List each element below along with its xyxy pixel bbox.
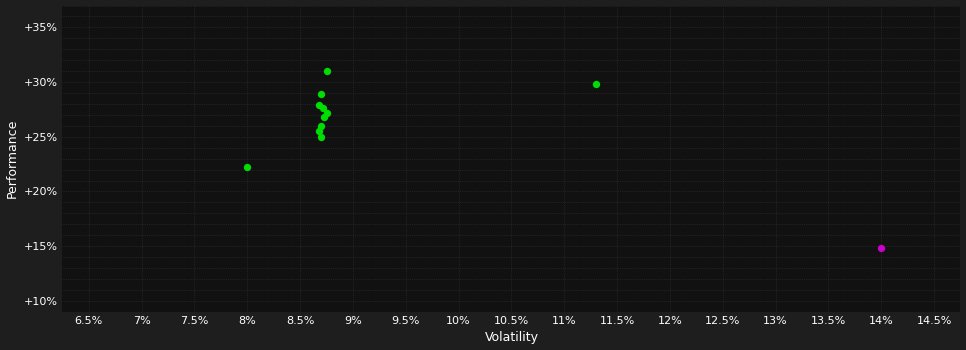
Point [314,123,329,129]
Point [588,82,604,87]
Point [873,245,889,251]
Point [314,134,329,140]
Point [319,68,334,74]
Point [314,91,329,97]
Point [311,102,327,108]
Point [240,164,255,170]
Point [317,114,332,120]
Y-axis label: Performance: Performance [6,119,18,198]
Point [311,128,327,134]
Point [316,106,331,111]
Point [319,110,334,116]
X-axis label: Volatility: Volatility [484,331,538,344]
